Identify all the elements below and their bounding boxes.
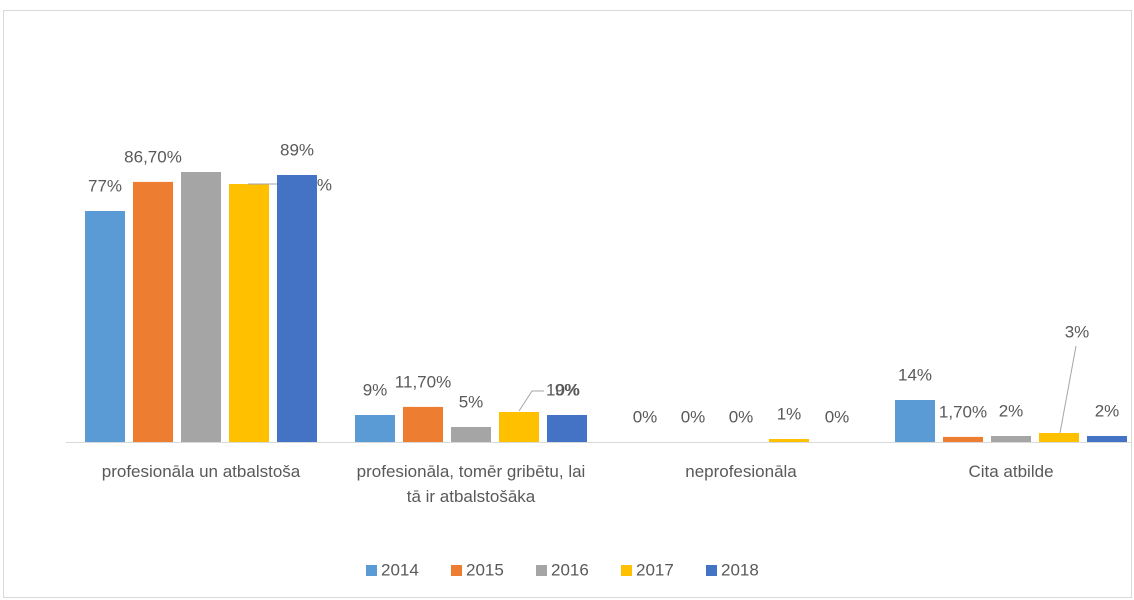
bar [1087,436,1127,442]
legend-label: 2015 [466,560,504,579]
bar [895,400,935,442]
x-tick-label: neprofesionāla [685,462,797,481]
data-label: 3% [1065,322,1090,341]
data-label: 14% [898,365,932,384]
data-label: 9% [555,380,580,399]
leader-line [1059,345,1077,434]
data-label: 10% [546,380,580,399]
data-label: 2% [999,401,1024,420]
leader-line [518,390,544,412]
legend-label: 2018 [721,560,759,579]
bar [355,415,395,442]
bar [133,181,173,442]
data-label: 2% [1095,401,1120,420]
x-tick-label: profesionāla, tomēr gribētu, lai tā ir a… [356,462,586,506]
data-label: 1,70% [939,402,987,421]
data-label: 11,70% [395,372,451,391]
legend-swatch [536,565,547,576]
bar [547,415,587,442]
chart-border [3,10,1132,598]
bar [451,427,491,442]
data-label: 0% [681,407,706,426]
bar [1039,433,1079,442]
legend-label: 2016 [551,560,589,579]
bar [943,436,983,442]
x-tick-label: Cita atbilde [968,462,1054,481]
bar [229,184,269,442]
legend-swatch [366,565,377,576]
data-label: 86,70% [124,147,182,166]
legend-swatch [706,565,717,576]
bar [991,436,1031,442]
bar [499,412,539,442]
data-label: 0% [729,407,754,426]
data-label: 77% [88,176,122,195]
data-label: 9% [363,380,388,399]
legend-swatch [451,565,462,576]
bar [277,175,317,442]
bar [181,172,221,442]
data-label: 0% [825,407,850,426]
data-label: 5% [459,392,484,411]
bar [769,439,809,442]
x-tick-label: profesionāla un atbalstoša [101,462,301,481]
data-label: 1% [777,404,802,423]
legend-label: 2014 [381,560,419,579]
legend-label: 2017 [636,560,674,579]
bar [403,406,443,442]
data-label: 89% [280,140,314,159]
legend-swatch [621,565,632,576]
data-label: 0% [633,407,658,426]
bar [85,211,125,442]
